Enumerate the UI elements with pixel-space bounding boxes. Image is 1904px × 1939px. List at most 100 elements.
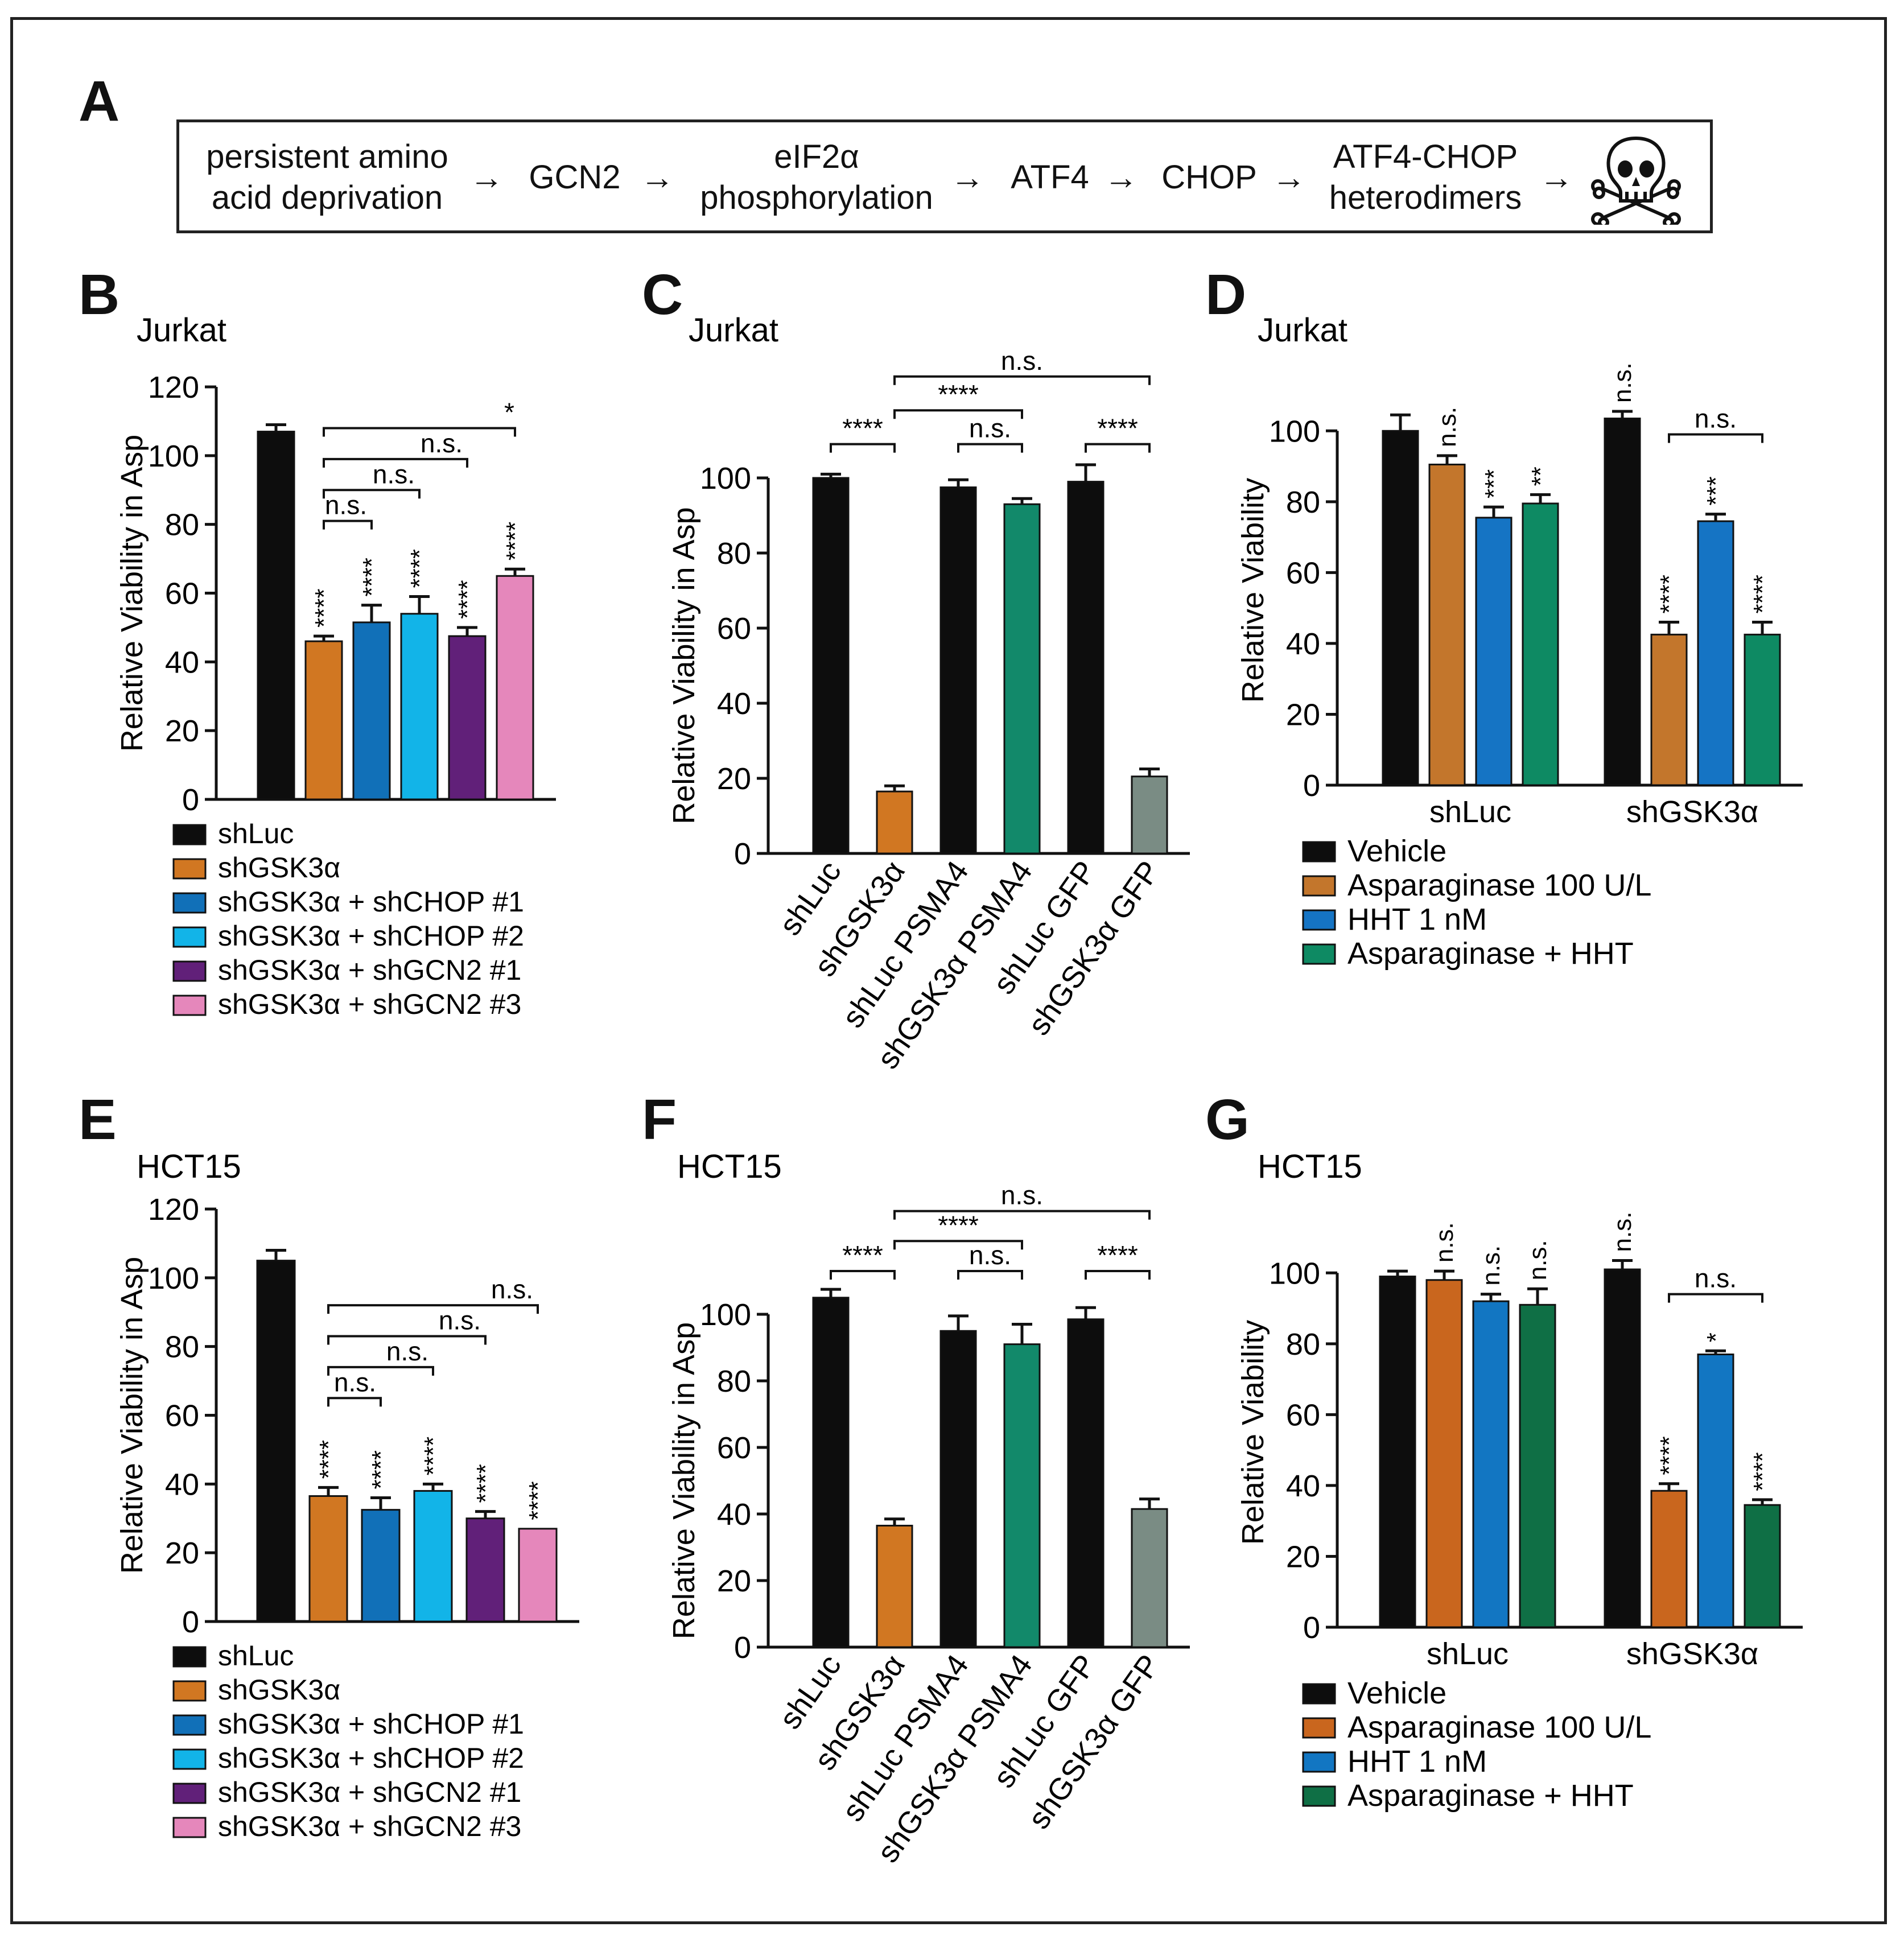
y-tick-label: 0 [734, 1631, 751, 1665]
comparison-bracket [328, 1305, 538, 1314]
legend-label: HHT 1 nM [1347, 902, 1487, 937]
pathway-step-gcn2: GCN2 [521, 157, 629, 198]
significance-label: **** [315, 1440, 343, 1479]
significance-label: ** [1527, 467, 1555, 486]
significance-label: **** [358, 558, 386, 596]
significance-label: **** [524, 1481, 552, 1520]
y-axis-label: Relative Viability [1236, 478, 1270, 703]
y-axis-label: Relative Viability in Asp [115, 435, 149, 752]
chart-e-hct15-viability: HCT15020406080100120Relative Viability i… [102, 1132, 615, 1917]
significance-label: n.s. [1477, 1245, 1505, 1286]
pathway-step-eif2a-phosphorylation: eIF2α phosphorylation [686, 137, 947, 218]
legend-label: Vehicle [1347, 834, 1446, 868]
comparison-label: **** [938, 379, 979, 409]
y-tick-label: 60 [1286, 1398, 1320, 1432]
arrow-icon: → [1539, 157, 1573, 198]
legend-label: shGSK3α [218, 852, 340, 884]
y-tick-label: 60 [717, 1431, 751, 1465]
arrow-icon: → [950, 157, 984, 198]
group-label: shLuc [1427, 1637, 1509, 1671]
chart-b-jurkat-viability: Jurkat020406080100120Relative Viability … [102, 296, 615, 1081]
y-tick-label: 80 [717, 537, 751, 571]
legend-swatch [174, 1681, 205, 1701]
comparison-label: **** [842, 414, 883, 443]
y-tick-label: 20 [165, 714, 199, 748]
y-tick-label: 60 [717, 612, 751, 646]
bar [1427, 1280, 1462, 1627]
y-tick-label: 80 [165, 508, 199, 542]
legend-swatch [1303, 1684, 1335, 1703]
chart-c-jurkat-viability: Jurkat 0 20 40 60 80 100 Relative Viability in … [666, 296, 1201, 1081]
bar [1698, 521, 1733, 785]
comparison-label: **** [842, 1240, 883, 1270]
bar [497, 576, 533, 799]
legend-label: shLuc [218, 1640, 294, 1672]
legend-label: shGSK3α + shGCN2 #1 [218, 954, 521, 986]
legend-label: shGSK3α + shGCN2 #3 [218, 988, 521, 1020]
legend-swatch [174, 1715, 205, 1735]
pathway-step-chop: CHOP [1152, 157, 1266, 198]
comparison-bracket [324, 428, 515, 437]
chart-title: Jurkat [137, 312, 226, 349]
y-tick-label: 120 [148, 1193, 199, 1227]
bar [401, 614, 438, 799]
y-tick-label: 40 [1286, 627, 1320, 661]
bar [519, 1529, 557, 1622]
y-tick-label: 20 [717, 762, 751, 796]
comparison-bracket [831, 444, 895, 453]
legend-swatch [1303, 876, 1335, 896]
pathway-step-atf4-chop-heterodimers: ATF4-CHOP heterodimers [1317, 137, 1534, 218]
legend-swatch [174, 1784, 205, 1803]
chart-title: Jurkat [689, 312, 778, 349]
legend-swatch [1303, 1718, 1335, 1738]
comparison-label: n.s. [491, 1274, 533, 1304]
bar [813, 478, 848, 853]
y-tick-label: 20 [165, 1536, 199, 1570]
pathway-diagram: persistent amino acid deprivation → GCN2 … [176, 119, 1713, 233]
y-tick-label: 0 [1303, 769, 1320, 803]
significance-label: **** [472, 1464, 500, 1503]
comparison-bracket [1669, 1294, 1762, 1303]
legend-swatch [174, 996, 205, 1015]
arrow-icon: → [640, 157, 674, 198]
legend-swatch [174, 1647, 205, 1666]
legend-label: Asparaginase + HHT [1347, 937, 1634, 971]
y-tick-label: 100 [700, 461, 751, 496]
legend-label: shGSK3α + shCHOP #1 [218, 886, 524, 918]
significance-label: n.s. [1609, 1212, 1637, 1252]
y-tick-label: 0 [1303, 1611, 1320, 1645]
legend-swatch [1303, 910, 1335, 930]
bar [877, 1525, 912, 1647]
comparison-bracket [831, 1271, 895, 1280]
bar [1132, 1509, 1167, 1647]
legend-label: shLuc [218, 818, 294, 849]
bar [1745, 634, 1780, 785]
comparison-label: * [504, 398, 514, 427]
legend-label: shGSK3α [218, 1674, 340, 1706]
significance-label: **** [1655, 575, 1683, 613]
legend-label: shGSK3α + shGCN2 #3 [218, 1810, 521, 1842]
bar [877, 791, 912, 853]
bar [1068, 1319, 1103, 1647]
y-tick-label: 60 [1286, 556, 1320, 590]
legend-swatch [1303, 1787, 1335, 1806]
comparison-label: **** [1097, 414, 1138, 443]
legend-label: Asparaginase 100 U/L [1347, 868, 1651, 902]
comparison-label: n.s. [439, 1306, 481, 1335]
bar [1004, 504, 1040, 853]
significance-label: **** [501, 522, 529, 561]
y-tick-label: 40 [717, 1497, 751, 1532]
y-tick-label: 20 [1286, 1540, 1320, 1574]
bar [1004, 1344, 1040, 1647]
comparison-label: **** [938, 1210, 979, 1240]
comparison-label: n.s. [421, 428, 463, 458]
bar [414, 1491, 452, 1622]
bar [1429, 464, 1465, 785]
comparison-bracket [1669, 435, 1762, 443]
y-tick-label: 40 [165, 1467, 199, 1501]
y-axis-label: Relative Viability in Asp [667, 1322, 701, 1639]
bar [1651, 634, 1687, 785]
arrow-icon: → [1272, 157, 1306, 198]
bar [1476, 518, 1511, 785]
legend-label: Asparaginase + HHT [1347, 1779, 1634, 1813]
